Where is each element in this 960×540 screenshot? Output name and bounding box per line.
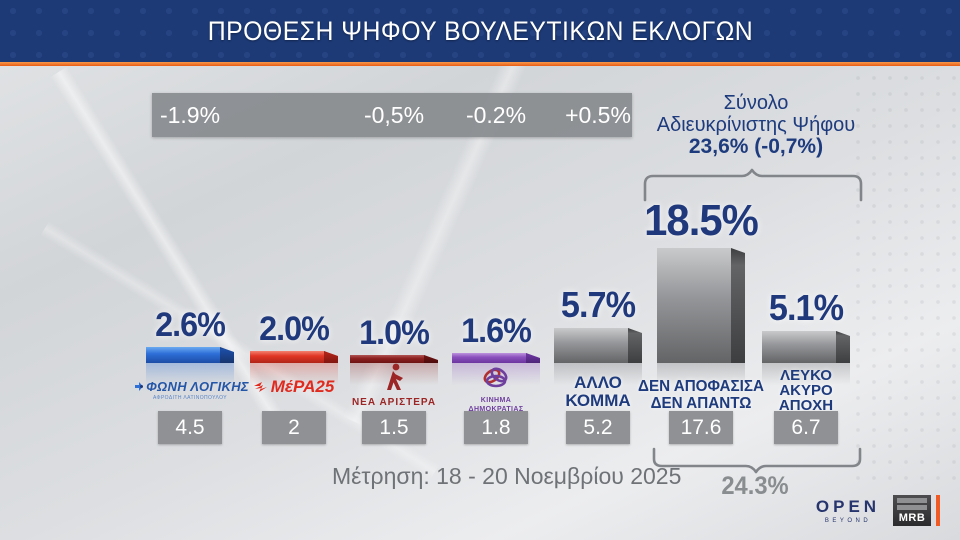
- percent-label: 1.6%: [461, 312, 532, 350]
- undecided-summary: Σύνολο Αδιευκρίνιστης Ψήφου 23,6% (-0,7%…: [630, 92, 882, 158]
- party-name-line2: ΔΕΝ ΑΠΑΝΤΩ: [650, 395, 752, 412]
- previous-value-box: 2: [262, 411, 326, 444]
- percent-label: 18.5%: [644, 196, 759, 245]
- bar: [350, 355, 438, 363]
- party-name: ΦΩΝΗ ΛΟΓΙΚΗΣ: [146, 379, 249, 394]
- background-dot-pattern: [850, 70, 960, 490]
- foni-logikis-icon: [135, 382, 144, 391]
- party-name: ΜέΡΑ25: [270, 377, 335, 396]
- party-name-line1: ΑΛΛΟ: [574, 373, 622, 392]
- party-label-kinima-dimokratias: ΚΙΝΗΜΑ ΔΗΜΟΚΡΑΤΙΑΣ: [426, 366, 566, 414]
- bar: [657, 248, 745, 363]
- party-subtitle: ΑΦΡΟΔΙΤΗ ΛΑΤΙΝΟΠΟΥΛΟΥ: [152, 395, 228, 401]
- percent-label: 5.1%: [768, 287, 844, 328]
- undecided-value: 23,6% (-0,7%): [688, 135, 824, 158]
- previous-value-box: 5.2: [566, 411, 630, 444]
- change-value: -0,5%: [363, 102, 425, 128]
- bar: [146, 347, 234, 363]
- mera25-arrow-icon: [253, 382, 267, 392]
- previous-value-box: 1.8: [464, 411, 528, 444]
- previous-value-box: 1.5: [362, 411, 426, 444]
- page-title: ΠΡΟΘΕΣΗ ΨΗΦΟΥ ΒΟΥΛΕΥΤΙΚΩΝ ΕΚΛΟΓΩΝ: [207, 15, 753, 46]
- party-name: ΝΕΑ ΑΡΙΣΤΕΡΑ: [351, 397, 437, 408]
- percent-label: 1.0%: [359, 314, 430, 352]
- orange-accent-tick: [936, 495, 940, 526]
- mrb-logo-bar: [897, 505, 927, 510]
- bar: [250, 351, 338, 363]
- change-value: -0.2%: [465, 102, 527, 128]
- change-value: -1.9%: [159, 102, 221, 128]
- open-tv-logo: OPEN BEYOND: [812, 497, 884, 524]
- percent-label: 2.0%: [259, 310, 330, 348]
- party-name-line2: ΚΟΜΜΑ: [565, 391, 631, 410]
- party-name-line1: ΛΕΥΚΟ: [780, 367, 832, 384]
- column-allo-komma: 5.7% ΑΛΛΟ ΚΟΜΜΑ 5.2: [554, 0, 642, 540]
- bar: [554, 328, 642, 363]
- bar-reflection: [657, 363, 745, 385]
- previous-value-box: 4.5: [158, 411, 222, 444]
- undecided-line1: Σύνολο: [723, 92, 789, 114]
- party-label-allo-komma: ΑΛΛΟ ΚΟΜΜΑ: [528, 374, 668, 410]
- nea-aristera-person-icon: [387, 363, 403, 390]
- title-bar: ΠΡΟΘΕΣΗ ΨΗΦΟΥ ΒΟΥΛΕΥΤΙΚΩΝ ΕΚΛΟΓΩΝ: [0, 0, 960, 62]
- column-den-apofasisa: 18.5% ΔΕΝ ΑΠΟΦΑΣΙΣΑ ΔΕΝ ΑΠΑΝΤΩ 17.6: [638, 0, 764, 540]
- party-label-foni-logikis: ΦΩΝΗ ΛΟΓΙΚΗΣ ΑΦΡΟΔΙΤΗ ΛΑΤΙΝΟΠΟΥΛΟΥ: [120, 379, 260, 401]
- survey-period-note: Μέτρηση: 18 - 20 Νοεμβρίου 2025: [332, 463, 682, 489]
- party-label-nea-aristera: ΝΕΑ ΑΡΙΣΤΕΡΑ: [324, 363, 464, 408]
- percent-label: 2.6%: [155, 306, 226, 344]
- party-label-lefko-akyro-apoxi: ΛΕΥΚΟ ΑΚΥΡΟ ΑΠΟΧΗ: [736, 368, 876, 413]
- party-name-line1: ΚΙΝΗΜΑ: [480, 397, 512, 404]
- percent-label: 5.7%: [560, 284, 636, 325]
- bar-reflection: [452, 363, 540, 385]
- party-label-den-apofasisa: ΔΕΝ ΑΠΟΦΑΣΙΣΑ ΔΕΝ ΑΠΑΝΤΩ: [635, 378, 768, 412]
- bar-reflection: [762, 363, 850, 385]
- mrb-logo-bar: [897, 498, 927, 503]
- change-value: +0.5%: [565, 102, 631, 128]
- column-kinima-dimokratias: 1.6% ΚΙΝΗΜΑ ΔΗΜΟΚΡΑΤΙΑΣ 1.8: [452, 0, 540, 540]
- party-name-line2: ΔΗΜΟΚΡΑΤΙΑΣ: [468, 406, 524, 413]
- column-foni-logikis: 2.6% ΦΩΝΗ ΛΟΓΙΚΗΣ ΑΦΡΟΔΙΤΗ ΛΑΤΙΝΟΠΟΥΛΟΥ …: [135, 0, 249, 540]
- open-beyond-text: BEYOND: [824, 518, 872, 524]
- bar: [762, 331, 850, 363]
- undecided-line2: Αδιευκρίνιστης Ψήφου: [656, 114, 856, 136]
- column-mera25: 2.0% ΜέΡΑ25 2: [250, 0, 338, 540]
- bar-reflection: [250, 363, 338, 385]
- bar: [452, 353, 540, 363]
- party-name-line1: ΔΕΝ ΑΠΟΦΑΣΙΣΑ: [638, 378, 764, 395]
- header-orange-rule: [0, 62, 960, 66]
- column-nea-aristera: 1.0% ΝΕΑ ΑΡΙΣΤΕΡΑ 1.5: [350, 0, 438, 540]
- mrb-logo: MRB: [893, 495, 931, 526]
- kinima-dimokratias-knot-icon: [483, 367, 508, 388]
- previous-value-box: 17.6: [669, 411, 733, 444]
- change-strip: -1.9% -0,5% -0.2% +0.5%: [152, 93, 632, 137]
- party-name-line3: ΑΠΟΧΗ: [778, 397, 834, 414]
- party-label-mera25: ΜέΡΑ25: [224, 377, 364, 397]
- column-lefko-akyro-apoxi: 5.1% ΛΕΥΚΟ ΑΚΥΡΟ ΑΠΟΧΗ 6.7: [762, 0, 850, 540]
- previous-value-box: 6.7: [774, 411, 838, 444]
- open-logo-text: OPEN: [815, 497, 881, 516]
- undecided-sum-label: 24.3%: [721, 472, 789, 500]
- bar-reflection: [554, 363, 642, 385]
- party-name-line2: ΑΚΥΡΟ: [779, 382, 833, 399]
- bar-reflection: [146, 363, 234, 385]
- mrb-logo-text: MRB: [898, 512, 926, 524]
